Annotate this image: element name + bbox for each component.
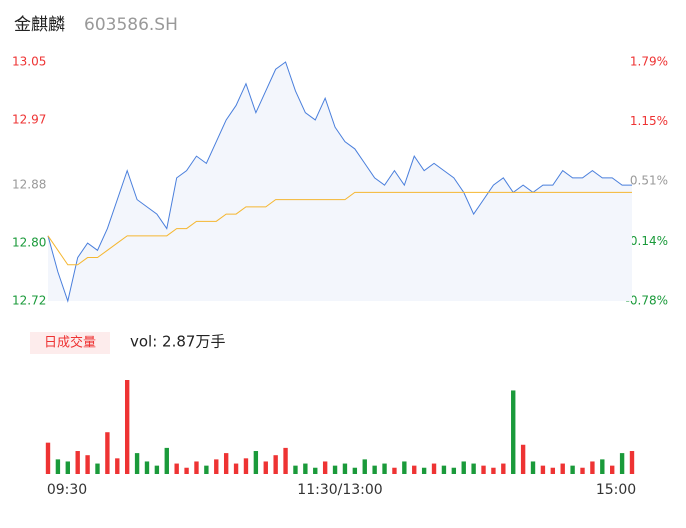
volume-bar [580, 467, 585, 474]
volume-bar [204, 465, 209, 474]
volume-bar [451, 467, 457, 474]
y-tick-label: 12.88 [12, 178, 46, 192]
y2-tick-label: -0.14% [626, 234, 668, 248]
volume-bar [65, 461, 70, 474]
volume-bar [164, 447, 169, 474]
volume-tag-bg [30, 332, 110, 354]
volume-bar [501, 463, 506, 474]
volume-bar [85, 455, 90, 474]
volume-bar [619, 453, 625, 474]
y-tick-label: 12.72 [12, 294, 46, 308]
price-line [47, 61, 632, 303]
y2-tick-label: -0.78% [626, 294, 668, 308]
volume-bar [95, 463, 100, 474]
volume-bar [352, 467, 358, 474]
stock-name: 金麒麟 [14, 15, 65, 35]
volume-bar [511, 390, 516, 474]
price-area [48, 62, 632, 301]
volume-bar [105, 432, 110, 474]
volume-bar [322, 461, 328, 474]
y2-tick-label: 0.51% [630, 174, 668, 188]
volume-bar [590, 461, 595, 474]
volume-bar [154, 465, 160, 474]
volume-bar [402, 461, 407, 474]
y-tick-label: 12.97 [12, 112, 46, 126]
y2-tick-label: 1.15% [630, 114, 668, 128]
y-tick-label: 12.80 [12, 236, 46, 250]
volume-bar [253, 451, 259, 474]
avg-line [47, 191, 632, 266]
volume-bar [134, 453, 140, 474]
volume-bar [233, 463, 239, 474]
volume-bar [124, 380, 130, 474]
volume-bar [273, 455, 278, 474]
volume-bar [214, 459, 219, 474]
volume-bar [313, 467, 318, 474]
volume-bar [55, 459, 61, 474]
volume-bar [491, 467, 496, 474]
y-tick-label: 13.05 [12, 55, 46, 69]
volume-bar [530, 461, 536, 474]
volume-bar [570, 465, 575, 474]
volume-bar [421, 467, 427, 474]
x-tick-label: 11:30/13:00 [297, 482, 382, 498]
volume-bar [194, 461, 199, 474]
volume-bar [629, 451, 635, 474]
volume-bar [144, 461, 150, 474]
volume-bar [332, 465, 338, 474]
volume-bar [342, 463, 348, 474]
stock-code: 603586.SH [84, 15, 178, 35]
volume-bar [283, 447, 288, 474]
volume-bar [45, 442, 51, 474]
volume-bar [560, 463, 565, 474]
volume-bar [461, 461, 466, 474]
volume-bar [600, 459, 605, 474]
volume-bar [293, 465, 298, 474]
volume-bar [372, 465, 377, 474]
x-tick-label: 15:00 [596, 482, 636, 498]
volume-bar [550, 467, 556, 474]
volume-bar [243, 458, 249, 474]
volume-bar [610, 465, 615, 474]
volume-bar [520, 444, 526, 474]
volume-bar [382, 463, 387, 474]
volume-bar [362, 459, 367, 474]
volume-bar [441, 465, 447, 474]
volume-bar [412, 465, 417, 474]
volume-bar [75, 451, 80, 474]
volume-bar [174, 463, 179, 474]
volume-bar [471, 463, 476, 474]
volume-bar [303, 463, 308, 474]
volume-bar [184, 467, 189, 474]
volume-bar [481, 465, 486, 474]
y2-tick-label: 1.79% [630, 55, 668, 69]
volume-bar [540, 465, 546, 474]
x-tick-label: 09:30 [47, 482, 87, 498]
volume-bar [392, 467, 397, 474]
volume-tag: 日成交量 [44, 335, 96, 351]
volume-bar [263, 461, 268, 474]
volume-bar [223, 453, 229, 474]
volume-label: vol: 2.87万手 [130, 333, 225, 351]
volume-bar [115, 458, 120, 474]
volume-bar [431, 463, 437, 474]
